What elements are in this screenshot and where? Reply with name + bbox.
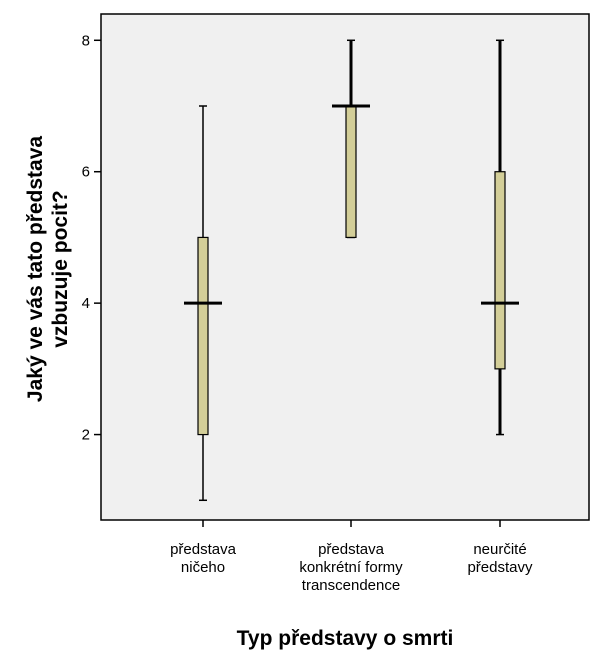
x-tick-label: představa konkrétní formy transcendence [299,541,403,594]
y-tick-label: 2 [82,427,90,444]
y-tick-label: 4 [82,295,90,312]
box-group [332,39,370,239]
y-axis-title: Jaký ve vás tato představavzbuzuje pocit… [24,136,72,402]
plot-area [100,13,590,521]
box-iqr [197,236,209,436]
x-tick-label: představa ničeho [170,541,237,576]
x-tick-label-line: představy [467,559,533,576]
x-tick-label-line: představa [170,541,237,558]
x-tick-label-line: ničeho [181,559,225,576]
x-tick-label: neurčité představy [467,541,533,576]
x-axis-title: Typ představy o smrti [237,627,454,650]
boxes [184,39,519,502]
y-tick-label: 6 [82,164,90,181]
box-group [481,39,519,436]
y-tick-label: 8 [82,32,90,49]
y-axis: 2 4 6 8 [82,32,101,444]
x-tick-label-line: konkrétní formy [299,559,403,576]
y-axis-title-line: vzbuzuje pocit? [49,190,72,348]
box-group [184,105,222,502]
x-tick-label-line: neurčité [473,541,526,558]
x-tick-label-line: představa [318,541,385,558]
y-axis-title-line: Jaký ve vás tato představa [24,136,47,402]
box-iqr [494,171,506,370]
x-tick-label-line: transcendence [302,577,400,594]
box-iqr [345,105,357,239]
